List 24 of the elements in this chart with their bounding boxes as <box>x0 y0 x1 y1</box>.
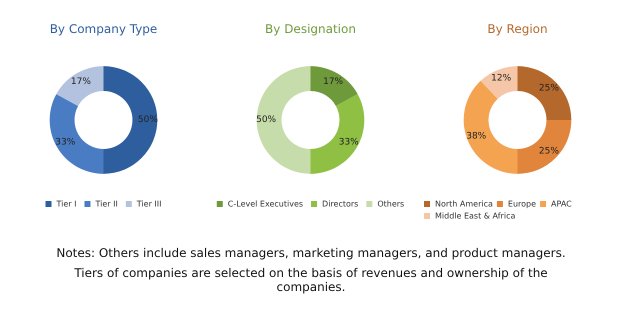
data-label: 17% <box>70 76 92 87</box>
legend-label: Europe <box>508 200 536 208</box>
chart-title: By Region <box>487 22 548 36</box>
chart-title: By Designation <box>265 22 356 36</box>
data-label: 12% <box>491 74 512 84</box>
legend-label: Tier III <box>136 200 162 208</box>
data-label: 33% <box>338 138 360 148</box>
legend-label: Directors <box>322 200 358 208</box>
data-label: 33% <box>55 138 76 148</box>
data-label: 38% <box>466 131 487 142</box>
legend-label: Others <box>377 200 404 208</box>
legend-label: Tier II <box>94 200 118 208</box>
legend-label: C-Level Executives <box>228 200 304 208</box>
data-label: 17% <box>323 76 344 87</box>
legend-label: Middle East & Africa <box>435 212 516 220</box>
legend-label: APAC <box>551 200 572 208</box>
chart-title: By Company Type <box>50 22 158 36</box>
legend-label: Tier I <box>55 200 76 208</box>
legend-label: North America <box>435 200 494 208</box>
data-label: 25% <box>538 146 560 156</box>
data-label: 50% <box>256 115 277 125</box>
text: Notes: Others include sales managers, marketing managers, and product managers. <box>55 246 567 260</box>
data-label: 25% <box>538 84 560 94</box>
text: Tiers of companies are selected on the basis of revenues and ownership of the companies. <box>73 266 549 294</box>
